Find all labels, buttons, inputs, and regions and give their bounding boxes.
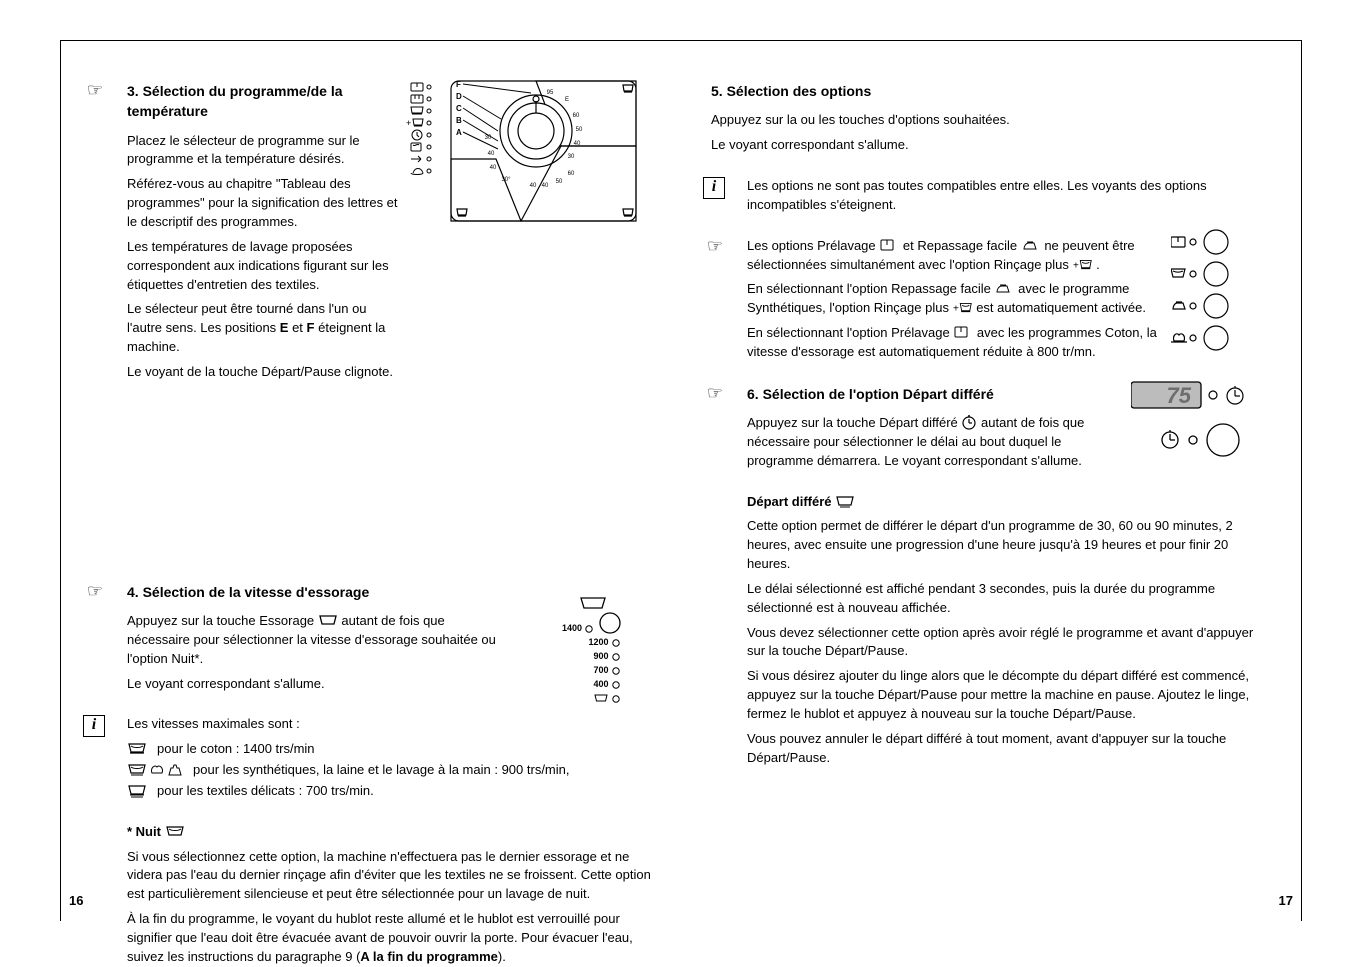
s6-p1: Appuyez sur la touche Départ différé aut… <box>747 414 1111 471</box>
info-icon: i <box>703 177 725 199</box>
delay-p3: Vous devez sélectionner cette option apr… <box>747 624 1271 662</box>
section5-info: i Les options ne sont pas toutes compati… <box>711 177 1271 215</box>
night-option: * Nuit Si vous sélectionnez cette option… <box>91 823 651 967</box>
info-icon: i <box>83 715 105 737</box>
delicate-tub-icon <box>127 784 147 798</box>
spin-tub-icon <box>318 614 338 628</box>
svg-text:E: E <box>565 97 569 103</box>
delay-title: Départ différé <box>747 494 835 509</box>
section4-info: i Les vitesses maximales sont : pour le … <box>91 715 651 800</box>
wool-icon <box>149 763 165 777</box>
svg-text:30: 30 <box>568 154 575 160</box>
svg-text:40: 40 <box>542 183 549 189</box>
synth-tub-icon <box>127 763 147 777</box>
hand-icon: ☞ <box>83 582 107 600</box>
hand-icon: ☞ <box>703 237 727 255</box>
svg-text:40: 40 <box>530 183 537 189</box>
easy-iron-icon <box>1021 239 1041 253</box>
section6-title: 6. Sélection de l'option Départ différé <box>747 384 1111 404</box>
page-number-left: 16 <box>69 892 83 911</box>
svg-text:+: + <box>406 118 411 128</box>
delay-clock-icon <box>961 414 977 430</box>
prewash-icon <box>953 326 973 340</box>
s5-note3: En sélectionnant l'option Prélavage avec… <box>747 324 1161 362</box>
svg-text:75: 75 <box>1167 383 1192 408</box>
svg-text:60: 60 <box>568 171 575 177</box>
prewash-icon <box>879 239 899 253</box>
hand-wash-icon <box>167 763 183 777</box>
section5-title: 5. Sélection des options <box>711 81 1151 101</box>
s3-p5: Le voyant de la touche Départ/Pause clig… <box>127 363 401 382</box>
s4-p2: Le voyant correspondant s'allume. <box>127 675 511 694</box>
delay-start-detail: Départ différé Cette option permet de di… <box>711 493 1271 768</box>
s5-info: Les options ne sont pas toutes compatibl… <box>747 177 1271 215</box>
s5-note2: En sélectionnant l'option Repassage faci… <box>747 280 1161 318</box>
option-buttons-diagram <box>1171 227 1261 367</box>
page-number-right: 17 <box>1279 892 1293 911</box>
svg-text:30: 30 <box>485 135 492 141</box>
timer-display-diagram: 75 <box>1131 378 1261 468</box>
svg-text:50: 50 <box>576 127 583 133</box>
delay-p5: Vous pouvez annuler le départ différé à … <box>747 730 1271 768</box>
max-speed-list: pour le coton : 1400 trs/min pour les sy… <box>127 740 651 801</box>
s3-p1: Placez le sélecteur de programme sur le … <box>127 132 401 170</box>
svg-text:95: 95 <box>547 90 554 96</box>
night-title: * Nuit <box>127 824 161 839</box>
spin-speed-labels: 1400 1200 900 700 400 <box>562 612 621 705</box>
night-p2: À la fin du programme, le voyant du hubl… <box>127 910 651 967</box>
s5-p2: Le voyant correspondant s'allume. <box>711 136 1151 155</box>
svg-text:+: + <box>1073 260 1079 271</box>
hand-icon: ☞ <box>703 384 727 402</box>
svg-text:A: A <box>456 128 462 137</box>
svg-text:C: C <box>456 104 462 113</box>
program-dial-diagram: 95 E 60 50 40 30 60 50 40 40 30° 40 40 3… <box>401 71 641 241</box>
section-3: ☞ 3. Sélection du programme/de la tempér… <box>91 81 651 382</box>
s3-p3: Les températures de lavage proposées cor… <box>127 238 401 295</box>
section-4: ☞ 4. Sélection de la vitesse d'essorage … <box>91 582 651 694</box>
cotton-tub-icon <box>127 742 147 756</box>
s5-p1: Appuyez sur la ou les touches d'options … <box>711 111 1151 130</box>
svg-text:30°: 30° <box>501 177 511 183</box>
delay-tub-icon <box>835 495 855 509</box>
svg-text:60: 60 <box>573 113 580 119</box>
s3-p4: Le sélecteur peut être tourné dans l'un … <box>127 300 401 357</box>
delay-p2: Le délai sélectionné est affiché pendant… <box>747 580 1271 618</box>
delay-p4: Si vous désirez ajouter du linge alors q… <box>747 667 1271 724</box>
s4-p1: Appuyez sur la touche Essorage autant de… <box>127 612 511 669</box>
s3-p2: Référez-vous au chapitre "Tableau des pr… <box>127 175 401 232</box>
delay-p1: Cette option permet de différer le dépar… <box>747 517 1271 574</box>
section4-title: 4. Sélection de la vitesse d'essorage <box>127 582 511 602</box>
night-tub-icon <box>165 825 185 839</box>
svg-text:40: 40 <box>488 151 495 157</box>
hand-icon: ☞ <box>83 81 107 99</box>
svg-text:40: 40 <box>574 141 581 147</box>
section-6: ☞ 6. Sélection de l'option Départ différ… <box>711 384 1271 471</box>
svg-text:B: B <box>456 116 462 125</box>
svg-text:40: 40 <box>490 165 497 171</box>
s5-note1: Les options Prélavage et Repassage facil… <box>747 237 1161 275</box>
section-5: 5. Sélection des options Appuyez sur la … <box>711 81 1271 155</box>
svg-text:50: 50 <box>556 179 563 185</box>
svg-text:D: D <box>456 92 462 101</box>
section3-title: 3. Sélection du programme/de la températ… <box>127 81 401 122</box>
easy-iron-icon <box>994 282 1014 296</box>
section5-notes: ☞ Les options Prélavage et Repassage fac… <box>711 237 1271 362</box>
svg-text:+: + <box>953 304 959 315</box>
svg-text:F: F <box>456 80 461 89</box>
night-p1: Si vous sélectionnez cette option, la ma… <box>127 848 651 905</box>
rinse-plus-icon: + <box>953 301 973 315</box>
rinse-plus-icon: + <box>1073 258 1093 272</box>
s4-info-intro: Les vitesses maximales sont : <box>127 715 651 734</box>
